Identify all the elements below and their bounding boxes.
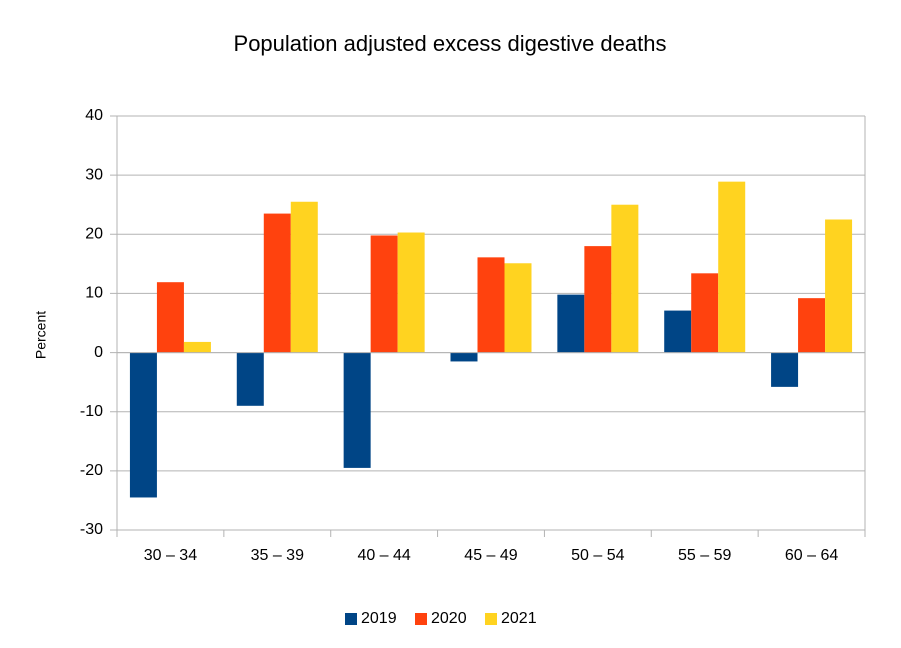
bar: [504, 263, 532, 353]
y-axis-label: Percent: [33, 311, 49, 359]
y-tick-label: 0: [94, 344, 103, 361]
y-tick-label: 10: [85, 285, 103, 302]
bar: [557, 294, 585, 353]
bar: [236, 352, 264, 406]
bar: [664, 310, 692, 353]
y-tick-label: 20: [85, 226, 103, 243]
bar: [156, 282, 184, 353]
legend-label: 2019: [361, 610, 397, 627]
bar: [343, 352, 371, 468]
bar: [691, 273, 719, 353]
bar: [290, 201, 318, 353]
bar: [263, 213, 291, 353]
x-tick-label: 30 – 34: [144, 547, 197, 564]
y-tick-label: -30: [80, 521, 103, 538]
bar: [798, 298, 826, 353]
bar: [718, 181, 746, 353]
y-tick-label: -10: [80, 403, 103, 420]
y-tick-label: -20: [80, 462, 103, 479]
x-tick-label: 35 – 39: [251, 547, 304, 564]
y-tick-label: 40: [85, 107, 103, 124]
legend-swatch: [415, 613, 427, 625]
bar: [771, 352, 799, 387]
bar: [129, 352, 157, 498]
bar: [370, 235, 398, 353]
bar: [450, 352, 478, 362]
bar: [825, 219, 853, 353]
y-tick-label: 30: [85, 166, 103, 183]
legend-swatch: [485, 613, 497, 625]
x-tick-label: 50 – 54: [571, 547, 624, 564]
legend-label: 2020: [431, 610, 467, 627]
bar: [183, 341, 211, 353]
x-tick-label: 60 – 64: [785, 547, 838, 564]
x-tick-label: 45 – 49: [464, 547, 517, 564]
bar: [611, 204, 639, 353]
x-tick-label: 55 – 59: [678, 547, 731, 564]
bar: [397, 232, 425, 353]
bar: [477, 257, 505, 353]
legend-swatch: [345, 613, 357, 625]
legend-label: 2021: [501, 610, 537, 627]
bar: [584, 246, 612, 353]
chart-title: Population adjusted excess digestive dea…: [234, 31, 667, 56]
x-tick-label: 40 – 44: [357, 547, 410, 564]
